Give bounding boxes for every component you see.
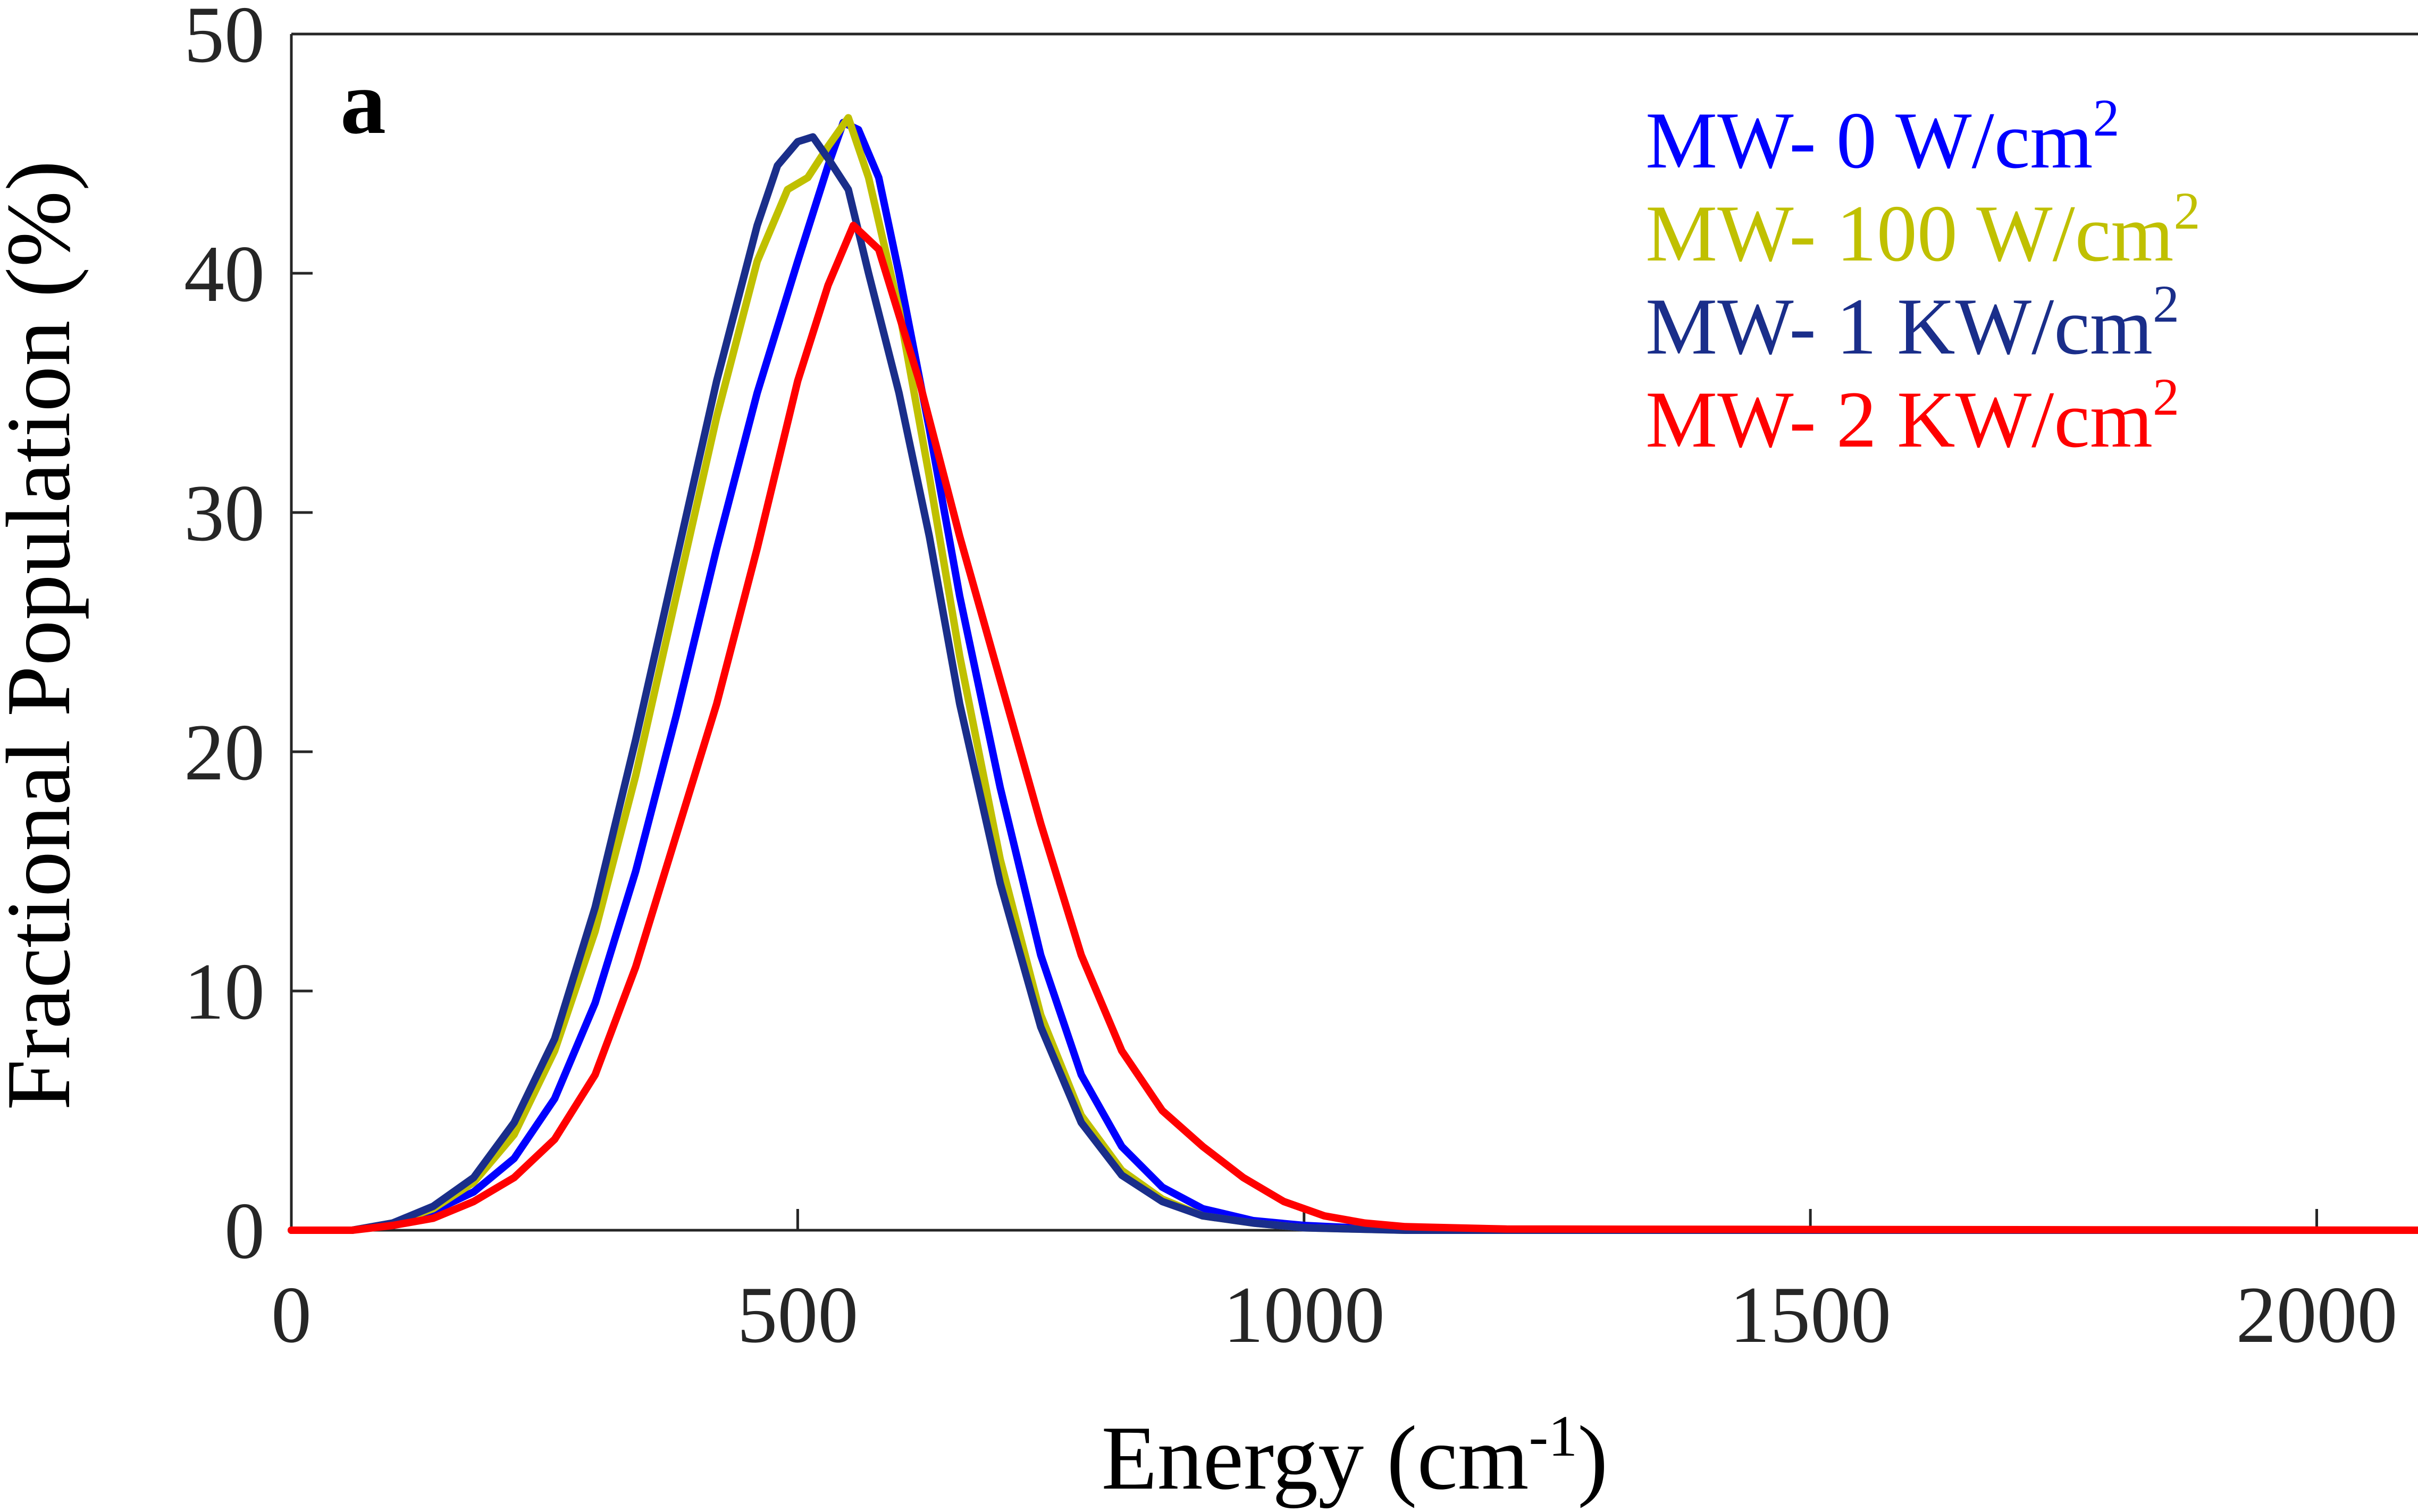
legend-entry-label: MW- 1 KW/cm xyxy=(1645,282,2153,371)
legend-entry-superscript: 2 xyxy=(2174,181,2201,240)
y-tick-label: 30 xyxy=(184,468,265,558)
legend-entry-4: MW- 2 KW/cm2 xyxy=(1645,367,2179,464)
y-tick-label: 40 xyxy=(184,229,265,318)
y-tick-label: 0 xyxy=(224,1186,265,1275)
x-axis-title-sup: -1 xyxy=(1529,1404,1578,1468)
x-axis-ticks: 0 500 1000 1500 2000 xyxy=(271,1209,2398,1359)
legend-entry-1: MW- 0 W/cm2 xyxy=(1645,88,2120,185)
legend-entry-3: MW- 1 KW/cm2 xyxy=(1645,274,2179,371)
x-tick-label: 2000 xyxy=(2236,1270,2398,1359)
x-axis-title-close: ) xyxy=(1577,1408,1608,1509)
x-axis-title: Energy (cm-1) xyxy=(1102,1404,1608,1509)
legend-entry-superscript: 2 xyxy=(2153,274,2179,333)
legend-entry-superscript: 2 xyxy=(2153,367,2179,426)
y-axis-ticks: 0 10 20 30 40 50 xyxy=(184,0,313,1275)
legend-entry-2: MW- 100 W/cm2 xyxy=(1645,181,2201,278)
x-tick-label: 1500 xyxy=(1729,1270,1891,1359)
legend-entry-superscript: 2 xyxy=(2093,88,2120,147)
y-tick-label: 20 xyxy=(184,708,265,797)
y-tick-label: 50 xyxy=(184,0,265,79)
legend-entry-label: MW- 2 KW/cm xyxy=(1645,375,2153,464)
x-axis-title-main: Energy (cm xyxy=(1102,1408,1529,1509)
series-line-4 xyxy=(288,222,2418,1234)
x-tick-label: 1000 xyxy=(1223,1270,1385,1359)
x-tick-label: 500 xyxy=(737,1270,858,1359)
x-tick-label: 0 xyxy=(271,1270,312,1359)
y-tick-label: 10 xyxy=(184,947,265,1036)
series-layer xyxy=(288,114,2418,1234)
panel-label: a xyxy=(340,52,386,153)
y-axis-title: Fractional Population (%) xyxy=(0,161,89,1111)
series-line-3 xyxy=(288,133,2418,1234)
legend-entry-label: MW- 100 W/cm xyxy=(1645,189,2174,278)
legend-entry-label: MW- 0 W/cm xyxy=(1645,96,2093,185)
